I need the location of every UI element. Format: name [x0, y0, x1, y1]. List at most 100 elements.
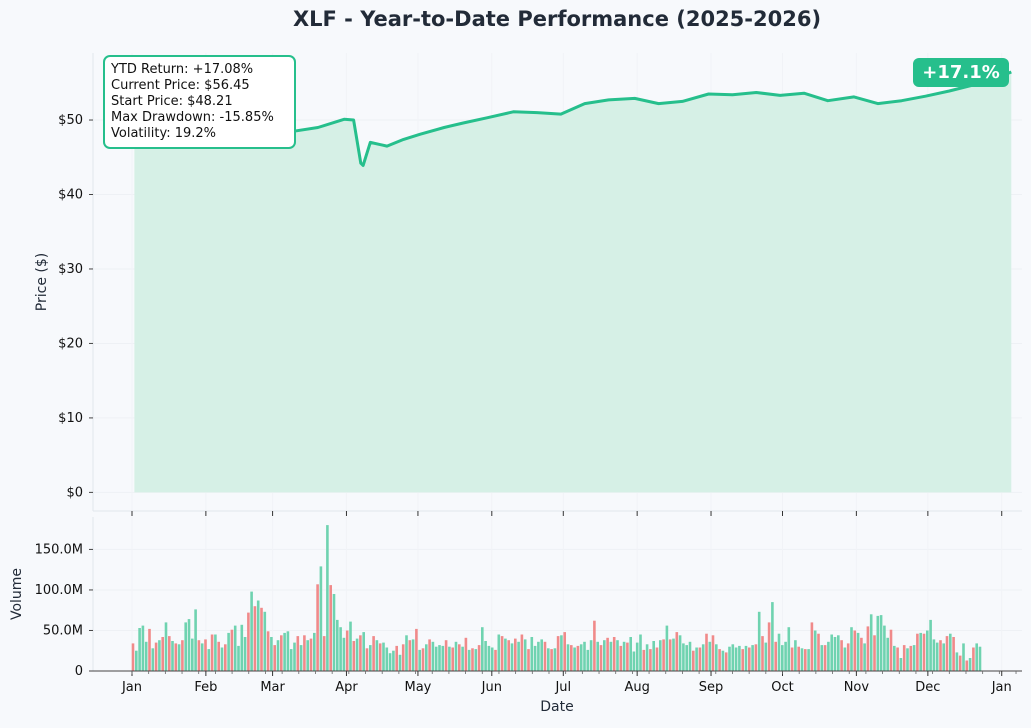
volume-bar — [461, 646, 464, 671]
volume-bar — [168, 636, 171, 671]
volume-bar — [635, 642, 639, 671]
volume-bar — [843, 647, 847, 671]
volume-bar — [319, 566, 323, 671]
volume-bar — [771, 602, 774, 671]
volume-bar — [514, 638, 517, 671]
volume-bar — [174, 643, 178, 671]
x-tick-label: Nov — [844, 680, 870, 695]
volume-bar — [744, 645, 748, 671]
volume-bar — [481, 627, 484, 671]
volume-bar — [678, 635, 682, 671]
volume-bar — [550, 649, 553, 671]
volume-bar — [751, 645, 754, 671]
volume-bar — [833, 637, 837, 671]
volume-bar — [220, 647, 224, 671]
volume-bar — [586, 649, 590, 671]
volume-bar — [355, 638, 359, 671]
volume-bar — [507, 640, 510, 671]
volume-bar — [642, 649, 646, 671]
volume-bar — [326, 525, 329, 671]
volume-bar — [316, 584, 319, 671]
price-area — [134, 72, 1012, 493]
volume-bar — [968, 658, 972, 671]
volume-bar — [161, 637, 164, 671]
chart-title: XLF - Year-to-Date Performance (2025-202… — [293, 7, 821, 31]
price-tick-label: $10 — [58, 411, 83, 426]
volume-bar — [952, 637, 955, 671]
volume-bar — [345, 630, 349, 671]
volume-bar — [263, 611, 267, 671]
volume-bar — [138, 628, 141, 671]
price-tick-label: $50 — [58, 113, 83, 128]
volume-bar — [741, 649, 744, 671]
volume-bar — [655, 647, 659, 671]
volume-bar — [860, 637, 863, 671]
volume-bar — [609, 641, 613, 671]
volume-bar — [573, 647, 576, 671]
volume-bar — [935, 642, 939, 671]
volume-bar — [352, 641, 356, 671]
volume-bar — [451, 647, 454, 671]
volume-bar — [929, 619, 932, 671]
price-tick-label: $0 — [66, 485, 83, 500]
volume-bar — [837, 635, 840, 671]
volume-bar — [332, 594, 336, 671]
volume-bar — [405, 635, 408, 671]
volume-bar — [240, 624, 244, 671]
volume-tick-label: 150.0M — [35, 542, 83, 557]
volume-bar — [757, 611, 761, 671]
volume-bar — [869, 614, 873, 671]
volume-bar — [593, 620, 596, 671]
volume-bar — [563, 632, 566, 671]
x-tick-label: Apr — [335, 680, 358, 695]
volume-bar — [369, 645, 372, 671]
volume-bar — [194, 609, 197, 671]
price-tick-label: $30 — [58, 262, 83, 277]
volume-bar — [329, 585, 332, 671]
volume-bar — [682, 643, 685, 671]
volume-bar — [632, 651, 636, 671]
volume-bar — [603, 640, 606, 671]
volume-bar — [293, 642, 296, 671]
volume-bar — [922, 633, 926, 671]
volume-bar — [606, 637, 609, 671]
volume-bar — [177, 644, 181, 671]
volume-bar — [309, 638, 313, 671]
price-y-axis: $0 $10 $20 $30 $40 $50 — [58, 53, 1022, 512]
volume-bar — [965, 660, 969, 671]
x-axis-label: Date — [540, 699, 573, 715]
volume-bar — [467, 649, 471, 671]
volume-bar — [863, 643, 866, 671]
volume-bar — [972, 647, 975, 671]
volume-bar — [556, 636, 560, 671]
volume-bar — [428, 639, 431, 671]
volume-bar — [787, 627, 791, 671]
volume-bar — [893, 645, 896, 671]
volume-bar — [820, 645, 824, 671]
volume-bar — [612, 637, 616, 671]
volume-bar — [777, 633, 781, 671]
volume-bar — [431, 641, 435, 671]
volume-bar — [415, 628, 418, 671]
volume-bar — [497, 634, 501, 671]
volume-bar — [200, 643, 204, 671]
volume-bar — [599, 645, 603, 671]
volume-bar — [227, 632, 230, 671]
volume-bar — [339, 627, 342, 671]
volume-bar — [448, 646, 451, 671]
volume-bar — [619, 645, 623, 671]
volume-bar — [945, 636, 949, 671]
volume-bar — [827, 641, 830, 671]
volume-bar — [237, 645, 240, 671]
volume-bar — [856, 632, 860, 671]
volume-bar — [668, 639, 672, 671]
volume-bar — [336, 619, 339, 671]
volume-bar — [487, 645, 491, 671]
x-tick-label: Jun — [481, 680, 502, 695]
max-drawdown: Max Drawdown: -15.85% — [111, 110, 274, 125]
volume-bar — [813, 630, 817, 671]
volume-bar — [764, 642, 768, 671]
volume-bar — [421, 648, 425, 671]
